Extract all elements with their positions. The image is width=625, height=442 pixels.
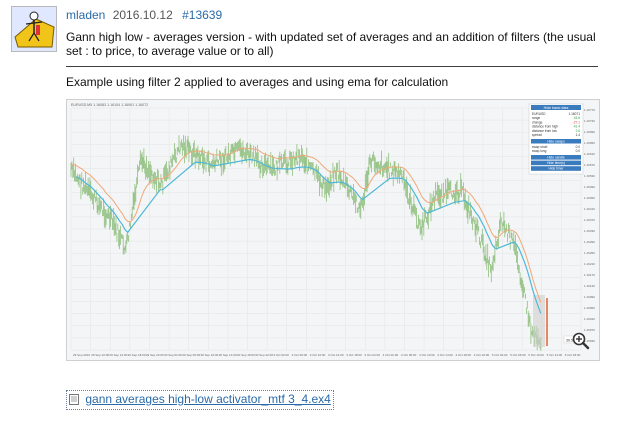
x-tick-label: 30 Sep 06:00 [182, 353, 200, 357]
x-tick-label: 4 Oct 14:00 [437, 353, 453, 357]
last-price-label: 30.54 [566, 339, 575, 343]
swap-row-label: swap short [532, 145, 548, 149]
x-tick-label: 3 Oct 06:00 [292, 353, 308, 357]
image-caption: Example using filter 2 applied to averag… [66, 75, 449, 89]
y-tick-label: 1.16490 [584, 185, 595, 189]
y-tick-label: 1.16570 [584, 163, 595, 167]
x-tick-label: 4 Oct 18:00 [456, 353, 472, 357]
post-date: 2016.10.12 [112, 8, 173, 22]
y-tick-label: 1.16690 [584, 130, 595, 134]
x-tick-label: 5 Oct 10:00 [528, 353, 544, 357]
y-tick-label: 1.16050 [584, 306, 595, 310]
panel-row-label: EURUSD [532, 112, 546, 116]
x-tick-label: 30 Sep 22:00 [255, 353, 273, 357]
author-link[interactable]: mladen [66, 8, 106, 22]
y-tick-label: 1.16770 [584, 108, 595, 112]
panel-row-value: 41.4 [574, 125, 580, 129]
hide-swaps-button[interactable] [531, 139, 581, 144]
y-tick-label: 1.16010 [584, 317, 595, 321]
panel-row-label: distance from high [532, 125, 558, 129]
x-tick-label: 29 Sep 14:00 [109, 353, 127, 357]
x-tick-label: 3 Oct 14:00 [328, 353, 344, 357]
y-tick-label: 1.16730 [584, 119, 595, 123]
file-icon [69, 394, 79, 408]
panel-row-value: 43.6 [574, 116, 580, 120]
x-tick-label: 30 Sep 18:00 [237, 353, 255, 357]
attachment-link[interactable]: gann averages high-low activator_mtf 3_4… [85, 392, 331, 406]
y-tick-label: 1.15930 [584, 339, 595, 343]
y-tick-label: 1.16610 [584, 152, 595, 156]
avatar-image [12, 7, 56, 51]
x-tick-label: 29 Sep 18:00 [128, 353, 146, 357]
x-tick-label: 5 Oct 02:00 [492, 353, 508, 357]
x-tick-label: 3 Oct 18:00 [346, 353, 362, 357]
x-tick-label: 5 Oct 18:00 [565, 353, 581, 357]
post-meta: mladen 2016.10.12 #13639 [66, 8, 222, 22]
hide-basic-data-label: Hide basic data [544, 106, 569, 110]
magnifier-plus-icon[interactable] [572, 332, 590, 350]
panel-row-value: 2.6 [576, 129, 581, 133]
avatar[interactable] [11, 6, 57, 52]
highlight-region [533, 295, 545, 347]
post-body: Gann high low - averages version - with … [66, 30, 596, 58]
hide-swaps-label: Hide swaps [547, 140, 565, 144]
x-tick-label: 5 Oct 06:00 [510, 353, 526, 357]
swap-row-value: 0.0 [576, 149, 581, 153]
x-tick-label: 3 Oct 10:00 [310, 353, 326, 357]
y-tick-label: 1.16250 [584, 251, 595, 255]
panel-row-label: range [532, 116, 540, 120]
swap-row-label: swap long [532, 149, 547, 153]
y-tick-label: 1.16370 [584, 218, 595, 222]
price-chart: EURUSD,M5 1.16083 1.16104 1.16061 1.1607… [67, 100, 599, 360]
panel-button[interactable] [531, 166, 581, 171]
x-tick-label: 3 Oct 02:00 [273, 353, 289, 357]
hide-basic-data-button[interactable] [531, 105, 581, 110]
x-tick-label: 5 Oct 14:00 [547, 353, 563, 357]
x-tick-label: 4 Oct 22:00 [474, 353, 490, 357]
panel-button-label: Hide timer [548, 167, 564, 171]
y-tick-label: 1.16410 [584, 207, 595, 211]
panel-button[interactable] [531, 160, 581, 166]
info-panel: Hide basic data EURUSD 1.16071 range 43.6 ch… [528, 103, 584, 175]
x-tick-label: 4 Oct 10:00 [419, 353, 435, 357]
post-id-link[interactable]: #13639 [182, 8, 223, 22]
x-tick-label: 4 Oct 02:00 [383, 353, 399, 357]
panel-row-value: 1.4 [576, 133, 581, 137]
x-tick-label: 30 Sep 14:00 [219, 353, 237, 357]
y-tick-label: 1.16130 [584, 284, 595, 288]
y-tick-label: 1.16210 [584, 262, 595, 266]
x-tick-label: 4 Oct 06:00 [401, 353, 417, 357]
y-tick-label: 1.16530 [584, 174, 595, 178]
panel-row-label: change [532, 120, 543, 124]
gann-down-line [70, 147, 542, 303]
y-tick-label: 1.15970 [584, 328, 595, 332]
panel-row-value: -27.1 [573, 120, 580, 124]
x-tick-label: 30 Sep 10:00 [201, 353, 219, 357]
gann-up-line [76, 158, 542, 314]
y-tick-label: 1.16650 [584, 141, 595, 145]
divider [66, 66, 598, 67]
x-tick-label: 3 Oct 22:00 [364, 353, 380, 357]
swap-row-value: 0.0 [576, 145, 581, 149]
y-tick-label: 1.16090 [584, 295, 595, 299]
x-tick-label: 29 Sep 22:00 [146, 353, 164, 357]
x-tick-label: 29 Sep 2016 [73, 353, 90, 357]
y-tick-label: 1.16330 [584, 229, 595, 233]
panel-row-label: spread [532, 133, 542, 137]
panel-button-label: Hide time(s) [547, 161, 565, 165]
y-tick-label: 1.16290 [584, 240, 595, 244]
y-tick-label: 1.16450 [584, 196, 595, 200]
y-tick-label: 1.16170 [584, 273, 595, 277]
x-tick-label: 29 Sep 10:00 [91, 353, 109, 357]
x-tick-label: 30 Sep 02:00 [164, 353, 182, 357]
panel-button-label: Hide candle [547, 156, 565, 160]
panel-row-label: distance from low [532, 129, 557, 133]
chart-screenshot[interactable]: EURUSD,M5 1.16083 1.16104 1.16061 1.1607… [66, 99, 600, 361]
panel-button[interactable] [531, 155, 581, 160]
chart-header-text: EURUSD,M5 1.16083 1.16104 1.16061 1.1607… [71, 103, 148, 107]
panel-row-value: 1.16071 [568, 112, 580, 116]
attachment-link-box[interactable]: gann averages high-low activator_mtf 3_4… [66, 390, 334, 410]
